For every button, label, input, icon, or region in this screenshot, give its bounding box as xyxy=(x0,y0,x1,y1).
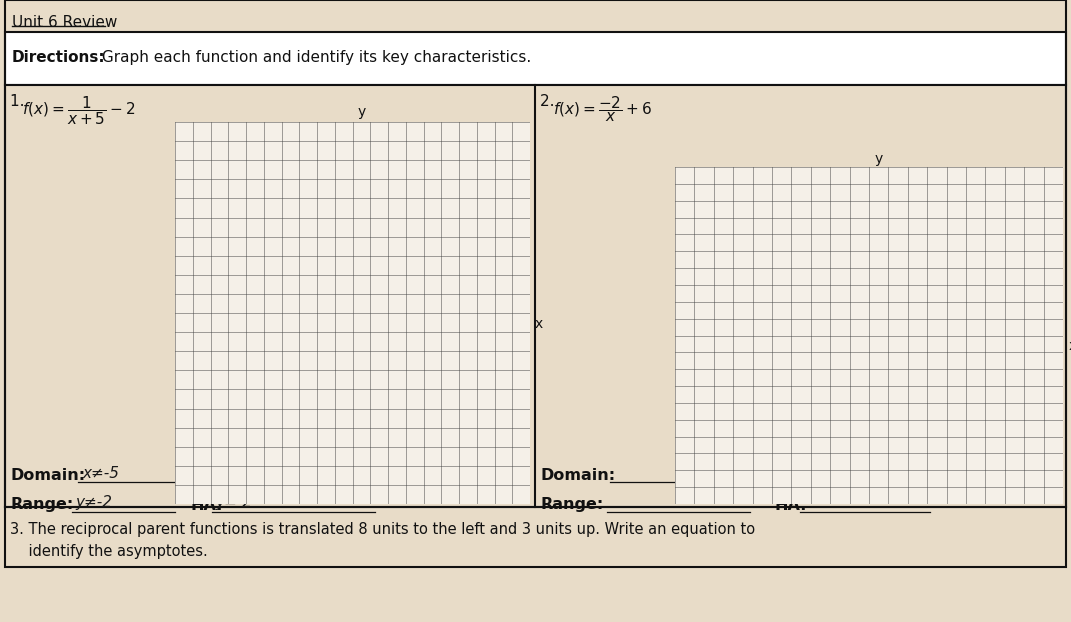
Text: Range:: Range: xyxy=(10,498,73,513)
Text: Unit 6 Review: Unit 6 Review xyxy=(12,15,118,30)
Text: x: x xyxy=(534,317,543,332)
Text: y: y xyxy=(875,152,884,165)
Text: x: x xyxy=(1069,338,1071,353)
Text: VA:: VA: xyxy=(190,468,221,483)
Text: y: y xyxy=(358,106,366,119)
Text: Graph each function and identify its key characteristics.: Graph each function and identify its key… xyxy=(97,50,531,65)
Text: Range:: Range: xyxy=(540,498,603,513)
Text: 1.: 1. xyxy=(10,94,29,109)
Bar xyxy=(5,32,1066,85)
Text: Domain:: Domain: xyxy=(10,468,85,483)
Text: y=-2: y=-2 xyxy=(215,496,252,511)
Text: $f(x)=\dfrac{-2}{x}+6$: $f(x)=\dfrac{-2}{x}+6$ xyxy=(553,94,652,124)
Text: 2.: 2. xyxy=(540,94,559,109)
Text: Directions:: Directions: xyxy=(12,50,106,65)
Text: x=-5: x=-5 xyxy=(218,465,255,481)
Text: HA:: HA: xyxy=(190,498,223,513)
Bar xyxy=(5,85,1066,507)
Text: y≠-2: y≠-2 xyxy=(75,496,112,511)
Text: identify the asymptotes.: identify the asymptotes. xyxy=(10,544,208,559)
Text: Domain:: Domain: xyxy=(540,468,615,483)
Text: x≠-5: x≠-5 xyxy=(82,465,119,481)
Text: VA:: VA: xyxy=(775,468,805,483)
Text: HA:: HA: xyxy=(775,498,808,513)
Text: $f(x)=\dfrac{1}{x+5}-2$: $f(x)=\dfrac{1}{x+5}-2$ xyxy=(22,94,135,127)
Text: 3. The reciprocal parent functions is translated 8 units to the left and 3 units: 3. The reciprocal parent functions is tr… xyxy=(10,522,755,537)
